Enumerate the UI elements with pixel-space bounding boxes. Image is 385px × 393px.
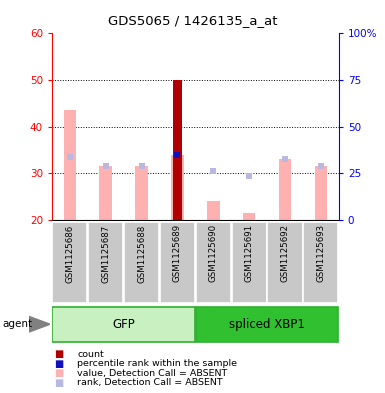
Bar	[171, 155, 184, 220]
Bar	[243, 213, 255, 220]
Bar	[279, 160, 291, 220]
Text: spliced XBP1: spliced XBP1	[229, 318, 305, 331]
Text: ■: ■	[54, 349, 63, 360]
Text: value, Detection Call = ABSENT: value, Detection Call = ABSENT	[77, 369, 227, 378]
Bar	[232, 222, 267, 303]
Text: GSM1125692: GSM1125692	[281, 224, 290, 283]
Bar	[315, 166, 327, 220]
Bar	[173, 80, 182, 220]
Bar	[124, 222, 159, 303]
Bar	[52, 307, 195, 342]
Text: count: count	[77, 350, 104, 359]
Text: GDS5065 / 1426135_a_at: GDS5065 / 1426135_a_at	[108, 14, 277, 27]
Bar	[88, 222, 123, 303]
Polygon shape	[29, 316, 50, 332]
Bar	[196, 307, 338, 342]
Bar	[136, 166, 148, 220]
Text: rank, Detection Call = ABSENT: rank, Detection Call = ABSENT	[77, 378, 223, 387]
Text: ■: ■	[54, 368, 63, 378]
Text: GSM1125689: GSM1125689	[173, 224, 182, 283]
Bar	[160, 222, 195, 303]
Text: GFP: GFP	[112, 318, 135, 331]
Text: ■: ■	[54, 378, 63, 388]
Bar	[196, 222, 231, 303]
Bar	[52, 222, 87, 303]
Bar	[207, 201, 219, 220]
Bar	[99, 166, 112, 220]
Text: ■: ■	[54, 359, 63, 369]
Bar	[64, 110, 76, 220]
Text: agent: agent	[2, 319, 32, 329]
Text: GSM1125690: GSM1125690	[209, 224, 218, 283]
Bar	[303, 222, 338, 303]
Bar	[268, 222, 303, 303]
Text: GSM1125691: GSM1125691	[244, 224, 254, 283]
Text: GSM1125686: GSM1125686	[65, 224, 74, 283]
Text: percentile rank within the sample: percentile rank within the sample	[77, 360, 237, 368]
Text: GSM1125687: GSM1125687	[101, 224, 110, 283]
Text: GSM1125688: GSM1125688	[137, 224, 146, 283]
Text: GSM1125693: GSM1125693	[316, 224, 325, 283]
